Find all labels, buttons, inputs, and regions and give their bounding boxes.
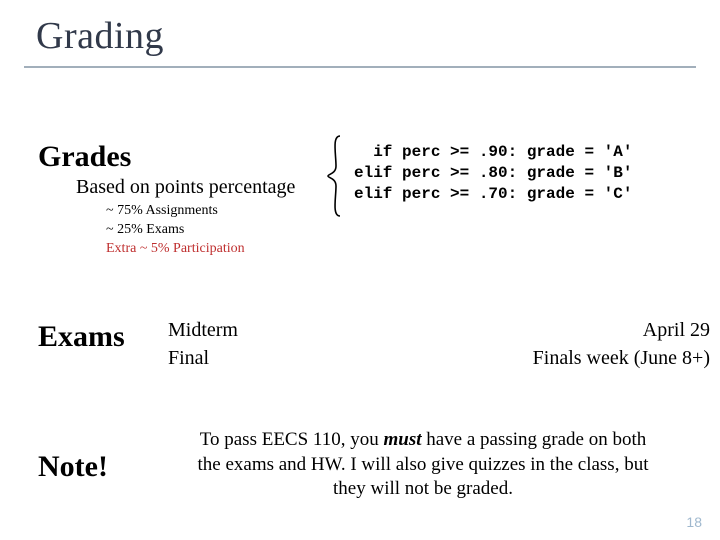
code-line-3: elif perc >= .70: grade = 'C' bbox=[354, 185, 632, 203]
slide: Grading Grades Based on points percentag… bbox=[0, 0, 720, 540]
grades-breakdown: ~ 75% Assignments ~ 25% Exams Extra ~ 5%… bbox=[106, 202, 245, 259]
exam-midterm-label: Midterm bbox=[168, 316, 238, 344]
exam-labels: Midterm Final bbox=[168, 316, 238, 372]
curly-brace-icon bbox=[326, 134, 344, 223]
note-body: To pass EECS 110, you must have a passin… bbox=[188, 428, 658, 502]
code-line-1: if perc >= .90: grade = 'A' bbox=[354, 143, 632, 161]
page-number: 18 bbox=[686, 514, 702, 530]
exam-dates: April 29 Finals week (June 8+) bbox=[533, 316, 710, 372]
title-underline bbox=[24, 66, 696, 68]
exams-heading: Exams bbox=[38, 320, 125, 354]
breakdown-exams: ~ 25% Exams bbox=[106, 221, 245, 240]
slide-title: Grading bbox=[36, 14, 164, 58]
breakdown-assignments: ~ 75% Assignments bbox=[106, 202, 245, 221]
note-heading: Note! bbox=[38, 450, 108, 484]
code-line-2: elif perc >= .80: grade = 'B' bbox=[354, 164, 632, 182]
breakdown-extra: Extra ~ 5% Participation bbox=[106, 240, 245, 259]
exam-final-date: Finals week (June 8+) bbox=[533, 344, 710, 372]
exam-midterm-date: April 29 bbox=[533, 316, 710, 344]
grades-subtitle: Based on points percentage bbox=[76, 176, 295, 199]
grade-code: if perc >= .90: grade = 'A' elif perc >=… bbox=[354, 142, 632, 204]
note-pre: To pass EECS 110, you bbox=[200, 429, 384, 450]
exam-final-label: Final bbox=[168, 344, 238, 372]
grades-heading: Grades bbox=[38, 140, 131, 174]
note-emphasis: must bbox=[383, 429, 421, 450]
